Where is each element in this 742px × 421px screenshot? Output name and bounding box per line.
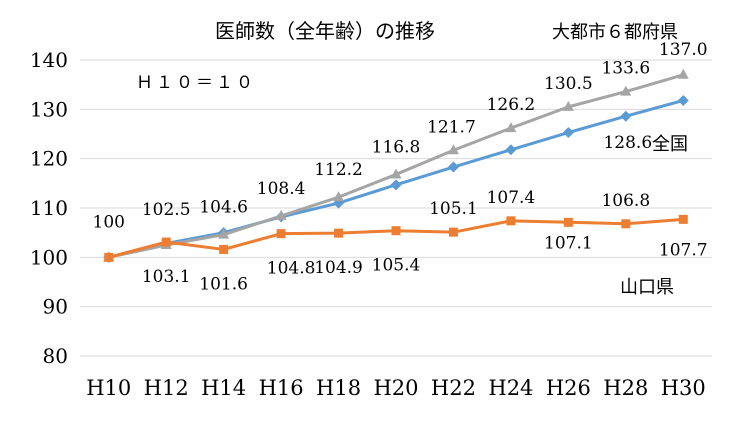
series-label-zenkoku: 全国 <box>652 134 688 155</box>
x-tick-label: H18 <box>316 376 361 400</box>
x-tick-label: H16 <box>259 376 304 400</box>
series-label-yamaguchi: 山口県 <box>620 277 674 298</box>
series-point <box>677 94 689 106</box>
data-label: 105.1 <box>429 199 478 219</box>
data-label: 106.8 <box>601 191 650 211</box>
data-label: 102.5 <box>142 200 191 220</box>
data-label: 107.1 <box>544 233 593 253</box>
data-label: 104.9 <box>314 258 363 278</box>
series-point <box>505 122 517 133</box>
series-point <box>620 85 632 96</box>
data-label: 101.6 <box>199 274 248 294</box>
data-label: 128.6 <box>603 133 652 153</box>
series-point <box>448 227 458 237</box>
data-label: 108.4 <box>257 179 306 199</box>
data-label: 133.6 <box>601 59 650 79</box>
data-label: 121.7 <box>427 117 476 137</box>
series-point <box>391 226 401 236</box>
x-tick-label: H22 <box>431 376 476 400</box>
x-tick-label: H20 <box>373 376 418 400</box>
data-label: 130.5 <box>544 74 593 94</box>
series-point <box>334 228 344 238</box>
data-label: 107.7 <box>659 240 708 260</box>
series-label-daitoshi: 大都市６都府県 <box>552 22 678 43</box>
y-tick-label: 130 <box>30 97 68 121</box>
data-label: 116.8 <box>372 137 421 157</box>
series-point <box>390 179 402 191</box>
chart-title: 医師数（全年齢）の推移 <box>215 19 435 43</box>
y-tick-label: 140 <box>30 48 68 72</box>
x-axis-ticks: H10 H12 H14 H16 H18 H20 H22 H24 H26 H28 H30 <box>86 376 706 400</box>
series-point <box>447 161 459 173</box>
x-tick-label: H30 <box>661 376 706 400</box>
x-tick-label: H26 <box>546 376 591 400</box>
y-tick-label: 80 <box>43 344 68 368</box>
series-point <box>505 144 517 156</box>
series-point <box>562 127 574 139</box>
x-tick-label: H12 <box>144 376 189 400</box>
series-point <box>677 68 689 79</box>
data-label: 112.2 <box>314 160 363 180</box>
data-label: 126.2 <box>487 95 536 115</box>
series-point <box>621 219 631 229</box>
gridlines <box>80 59 712 357</box>
series-point <box>390 168 402 179</box>
data-label: 104.8 <box>267 259 316 279</box>
index-note: Ｈ１０＝１０ <box>136 73 256 93</box>
data-label: 104.6 <box>199 198 248 218</box>
y-tick-label: 100 <box>30 245 68 269</box>
series-point <box>333 191 345 202</box>
x-tick-label: H14 <box>201 376 246 400</box>
series-point <box>447 144 459 155</box>
y-tick-label: 120 <box>30 147 68 171</box>
y-tick-label: 90 <box>43 295 68 319</box>
series-point <box>161 237 171 247</box>
y-tick-label: 110 <box>30 196 68 220</box>
x-tick-label: H24 <box>488 376 533 400</box>
data-label: 105.4 <box>372 256 421 276</box>
data-label: 137.0 <box>659 40 708 60</box>
series-point <box>620 110 632 122</box>
series-group <box>103 68 689 263</box>
x-tick-label: H28 <box>603 376 648 400</box>
series-point <box>562 100 574 111</box>
x-tick-label: H10 <box>86 376 131 400</box>
series-point <box>276 229 286 239</box>
data-label: 100 <box>93 212 125 232</box>
series-point <box>219 244 229 254</box>
series-point <box>678 214 688 224</box>
series-point <box>563 217 573 227</box>
series-point <box>218 228 230 239</box>
series-point <box>104 252 114 262</box>
series-point <box>275 209 287 220</box>
data-label: 107.4 <box>487 188 536 208</box>
data-label: 103.1 <box>142 267 191 287</box>
y-axis-ticks: 80 90 100 110 120 130 140 <box>30 48 68 368</box>
series-point <box>506 216 516 226</box>
